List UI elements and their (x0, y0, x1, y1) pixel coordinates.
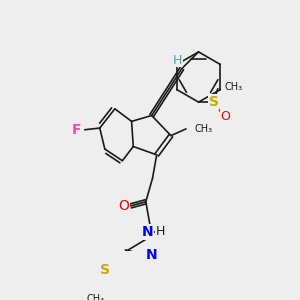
Text: H: H (173, 54, 182, 67)
Text: N: N (146, 248, 158, 262)
Text: H: H (155, 225, 165, 239)
Text: O: O (118, 199, 130, 213)
Text: CH₃: CH₃ (194, 124, 212, 134)
Text: N: N (142, 225, 153, 239)
Text: S: S (208, 95, 219, 109)
Text: S: S (100, 262, 110, 277)
Text: O: O (220, 110, 230, 123)
Text: CH₃: CH₃ (87, 294, 105, 300)
Text: F: F (72, 123, 81, 137)
Text: CH₃: CH₃ (224, 82, 243, 92)
